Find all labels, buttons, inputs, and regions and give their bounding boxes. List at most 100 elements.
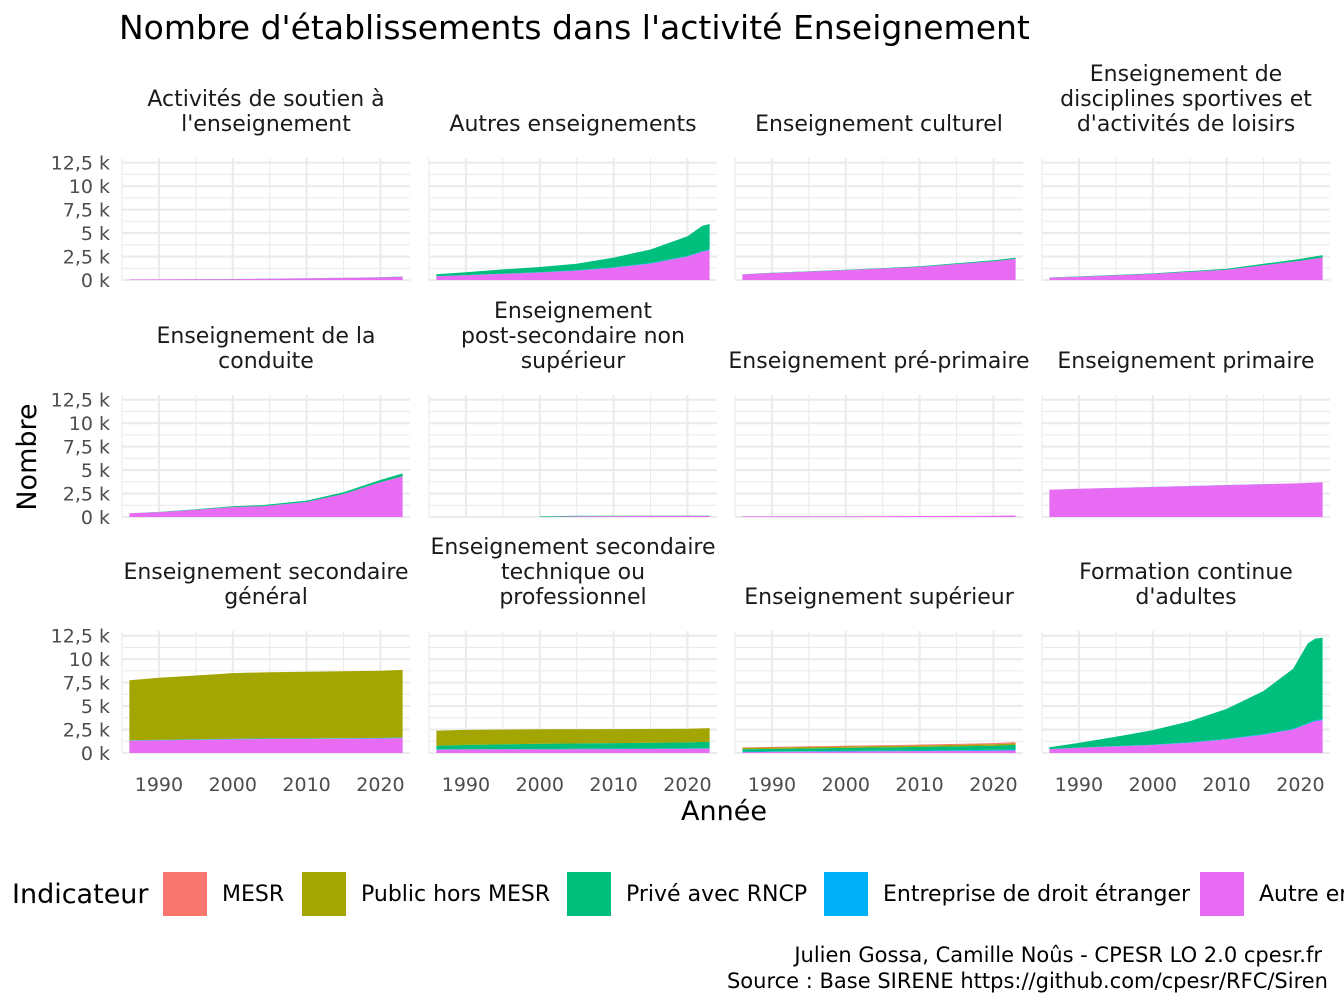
y-tick-label: 2,5 k: [63, 484, 110, 506]
area-autre-en-formation-continue-d-adultes: [1049, 720, 1323, 753]
y-tick-label: 5 k: [81, 460, 110, 482]
area-autre-en-enseignement-de-disciplines-sportives-et-d-activites-de-loisirs: [1049, 257, 1323, 280]
area-autre-en-enseignement-secondaire-general: [129, 738, 403, 753]
x-tick-label: 2000: [822, 774, 870, 796]
chart-title: Nombre d'établissements dans l'activité …: [119, 8, 1030, 47]
y-axis-title: Nombre: [12, 403, 43, 510]
x-tick-label: 1990: [442, 774, 490, 796]
area-public-hors-mesr-enseignement-secondaire-general: [129, 669, 403, 741]
area-mesr-enseignement-superieur: [742, 742, 1016, 748]
area-public-hors-mesr-enseignement-secondaire-technique-ou-professionnel: [436, 728, 710, 746]
x-tick-label: 1990: [135, 774, 183, 796]
x-tick-label: 2000: [209, 774, 257, 796]
facet-title: Enseignement secondaire technique ou profe…: [430, 535, 715, 610]
x-tick-label: 2020: [1276, 774, 1324, 796]
facet-enseignement-de-la-conduite: Enseignement de la conduite 0 k2,5 k5 k7,5…: [51, 324, 410, 529]
y-tick-label: 12,5 k: [51, 153, 110, 175]
facet-title: Activités de soutien à l'enseignement: [147, 87, 384, 137]
area-autre-en-enseignement-culturel: [742, 258, 1016, 280]
facet-title: Enseignement de la conduite: [156, 324, 375, 374]
area-entreprise-de-droit-etranger-enseignement-secondaire-general: [129, 737, 403, 741]
area-autre-en-activites-de-soutien-a-l-enseignement: [129, 276, 403, 280]
legend-title: Indicateur: [12, 879, 149, 910]
x-tick-label: 2020: [969, 774, 1017, 796]
x-axis-title: Année: [681, 796, 767, 827]
x-tick-label: 2010: [589, 774, 637, 796]
x-tick-label: 2020: [663, 774, 711, 796]
legend-label-mesr: MESR: [222, 882, 284, 907]
facet-title: Enseignement pré-primaire: [728, 349, 1029, 374]
area-autre-en-enseignement-secondaire-technique-ou-professionnel: [436, 748, 710, 753]
x-tick-label: 1990: [748, 774, 796, 796]
facet-enseignement-secondaire-technique-ou-professionnel: Enseignement secondaire technique ou profe…: [428, 535, 717, 796]
area-prive-avec-rncp-autres-enseignements: [436, 224, 710, 277]
area-autre-en-autres-enseignements: [436, 250, 710, 280]
facet-activites-de-soutien-a-l-enseignement: Activités de soutien à l'enseignement 0 k2…: [51, 87, 410, 292]
legend-label-autre-en: Autre en: [1259, 882, 1344, 907]
facet-enseignement-post-secondaire-non-superieur: Enseignement post-secondaire non supérieur: [428, 299, 717, 519]
y-tick-label: 2,5 k: [63, 720, 110, 742]
area-public-hors-mesr-enseignement-superieur: [742, 743, 1016, 750]
y-tick-label: 7,5 k: [63, 673, 110, 695]
x-tick-label: 2010: [895, 774, 943, 796]
x-tick-label: 2010: [282, 774, 330, 796]
legend-label-prive-avec-rncp: Privé avec RNCP: [626, 882, 807, 907]
area-entreprise-de-droit-etranger-enseignement-superieur: [742, 749, 1016, 753]
y-tick-label: 0 k: [81, 270, 110, 292]
facet-enseignement-superieur: Enseignement supérieur 1990 2000 2010 2020: [734, 585, 1023, 796]
x-tick-label: 2000: [1129, 774, 1177, 796]
area-prive-avec-rncp-formation-continue-d-adultes: [1049, 637, 1323, 750]
facet-title: Enseignement culturel: [755, 112, 1003, 137]
facet-title: Enseignement supérieur: [744, 585, 1014, 610]
area-entreprise-de-droit-etranger-enseignement-secondaire-technique-ou-professionnel: [436, 748, 710, 750]
legend: Indicateur MESR Public hors MESR Privé ave…: [12, 872, 1344, 916]
facet-title: Enseignement de disciplines sportives et d…: [1060, 62, 1312, 137]
x-tick-label: 1990: [1055, 774, 1103, 796]
y-tick-label: 10 k: [69, 649, 110, 671]
area-autre-en-enseignement-superieur: [742, 750, 1016, 753]
y-tick-label: 7,5 k: [63, 437, 110, 459]
legend-key-public-hors-mesr: [302, 872, 346, 916]
y-tick-label: 12,5 k: [51, 626, 110, 648]
y-tick-label: 7,5 k: [63, 200, 110, 222]
legend-key-autre-en: [1200, 872, 1244, 916]
caption-line-1: Julien Gossa, Camille Noûs - CPESR LO 2.…: [792, 943, 1322, 967]
facet-title: Enseignement secondaire général: [123, 560, 408, 610]
facet-title: Autres enseignements: [449, 112, 696, 137]
facet-enseignement-pre-primaire: Enseignement pré-primaire: [728, 349, 1030, 519]
facet-enseignement-primaire: Enseignement primaire: [1041, 349, 1330, 519]
y-tick-label: 2,5 k: [63, 247, 110, 269]
area-prive-avec-rncp-enseignement-de-la-conduite: [129, 473, 403, 514]
facet-title: Enseignement post-secondaire non supérieur: [461, 299, 685, 374]
legend-label-entreprise-de-droit-etranger: Entreprise de droit étranger: [883, 882, 1191, 907]
facet-autres-enseignements: Autres enseignements: [428, 112, 717, 282]
area-autre-en-enseignement-pre-primaire: [742, 515, 1016, 517]
y-tick-label: 10 k: [69, 413, 110, 435]
y-tick-label: 5 k: [81, 223, 110, 245]
facet-enseignement-secondaire-general: Enseignement secondaire général 0 k2,5 k5 …: [51, 560, 410, 796]
area-prive-avec-rncp-enseignement-post-secondaire-non-superieur: [539, 515, 710, 517]
facet-title: Enseignement primaire: [1057, 349, 1314, 374]
y-tick-label: 0 k: [81, 743, 110, 765]
legend-key-mesr: [163, 872, 207, 916]
y-tick-label: 0 k: [81, 507, 110, 529]
facet-title: Formation continue d'adultes: [1079, 560, 1293, 610]
facet-enseignement-de-disciplines-sportives-et-d-activites-de-loisirs: Enseignement de disciplines sportives et d…: [1041, 62, 1330, 282]
area-autre-en-enseignement-primaire: [1049, 482, 1323, 517]
area-prive-avec-rncp-enseignement-superieur: [742, 744, 1016, 752]
facet-enseignement-culturel: Enseignement culturel: [734, 112, 1023, 282]
legend-key-prive-avec-rncp: [567, 872, 611, 916]
y-tick-label: 12,5 k: [51, 390, 110, 412]
y-tick-label: 10 k: [69, 176, 110, 198]
caption-line-2: Source : Base SIRENE https://github.com/…: [727, 969, 1328, 993]
area-autre-en-enseignement-de-la-conduite: [129, 476, 403, 517]
x-tick-label: 2020: [356, 774, 404, 796]
x-tick-label: 2010: [1202, 774, 1250, 796]
legend-label-public-hors-mesr: Public hors MESR: [361, 882, 550, 907]
facet-formation-continue-d-adultes: Formation continue d'adultes 1990 2000 2010 2…: [1041, 560, 1330, 796]
area-prive-avec-rncp-enseignement-secondaire-technique-ou-professionnel: [436, 741, 710, 750]
area-autre-en-enseignement-post-secondaire-non-superieur: [539, 515, 710, 517]
x-tick-label: 2000: [516, 774, 564, 796]
